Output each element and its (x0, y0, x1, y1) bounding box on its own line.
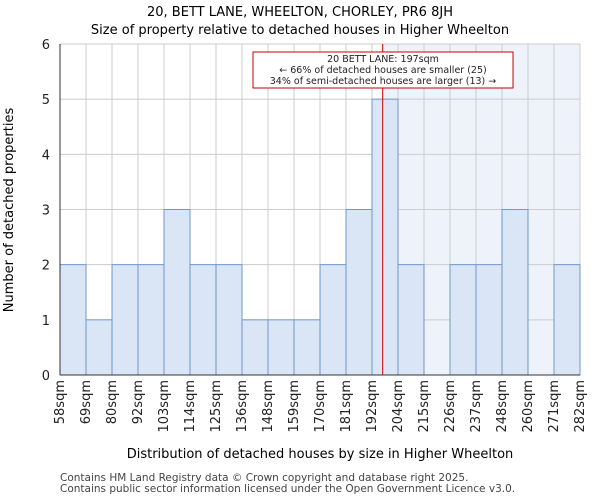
x-tick-label: 114sqm (183, 380, 198, 433)
bar (501, 209, 529, 376)
x-tick-label: 215sqm (417, 380, 432, 433)
y-tick-label: 0 (42, 369, 50, 384)
y-tick-label: 6 (42, 38, 50, 53)
y-tick-label: 2 (42, 259, 50, 274)
annotation-text: 34% of semi-detached houses are larger (… (270, 76, 497, 87)
bar (293, 319, 321, 376)
annotation-text: 20 BETT LANE: 197sqm (327, 54, 439, 65)
x-tick-label: 237sqm (469, 380, 484, 433)
annotation-text: ← 66% of detached houses are smaller (25… (279, 65, 486, 76)
footer-line-1: Contains HM Land Registry data © Crown c… (60, 472, 469, 484)
x-tick-label: 248sqm (495, 380, 510, 433)
bar (553, 264, 581, 376)
x-tick-label: 69sqm (79, 380, 94, 424)
y-axis-label: Number of detached properties (2, 108, 17, 313)
bar (215, 264, 243, 376)
bar (449, 264, 477, 376)
x-tick-label: 260sqm (521, 380, 536, 433)
x-tick-label: 181sqm (339, 380, 354, 433)
bar (241, 319, 269, 376)
bar (475, 264, 503, 376)
bar (137, 264, 165, 376)
bar (85, 319, 113, 376)
x-tick-label: 204sqm (391, 380, 406, 433)
x-tick-label: 148sqm (261, 380, 276, 433)
annotation-box (252, 51, 514, 89)
x-tick-label: 58sqm (53, 380, 68, 424)
x-tick-label: 159sqm (287, 380, 302, 433)
x-tick-label: 80sqm (105, 380, 120, 424)
footer-line-2: Contains public sector information licen… (60, 483, 516, 495)
bar (397, 264, 425, 376)
x-tick-label: 92sqm (131, 380, 146, 424)
x-tick-label: 226sqm (443, 380, 458, 433)
bar (189, 264, 217, 376)
bar (319, 264, 347, 376)
y-tick-label: 1 (42, 314, 50, 329)
x-tick-label: 192sqm (365, 380, 380, 433)
x-tick-label: 136sqm (235, 380, 250, 433)
x-axis-label: Distribution of detached houses by size … (127, 447, 514, 462)
bar (345, 209, 373, 376)
bar (111, 264, 139, 376)
y-tick-label: 4 (42, 148, 50, 163)
chart-subtitle: Size of property relative to detached ho… (91, 23, 509, 38)
x-tick-label: 170sqm (313, 380, 328, 433)
x-tick-label: 271sqm (547, 380, 562, 433)
bar (267, 319, 295, 376)
chart-title: 20, BETT LANE, WHEELTON, CHORLEY, PR6 8J… (147, 5, 453, 20)
bar (371, 98, 399, 376)
y-tick-label: 5 (42, 93, 50, 108)
y-tick-label: 3 (42, 204, 50, 219)
bar (59, 264, 87, 376)
x-tick-label: 282sqm (573, 380, 588, 433)
bar (163, 209, 191, 376)
x-tick-label: 103sqm (157, 380, 172, 433)
x-tick-label: 125sqm (209, 380, 224, 433)
